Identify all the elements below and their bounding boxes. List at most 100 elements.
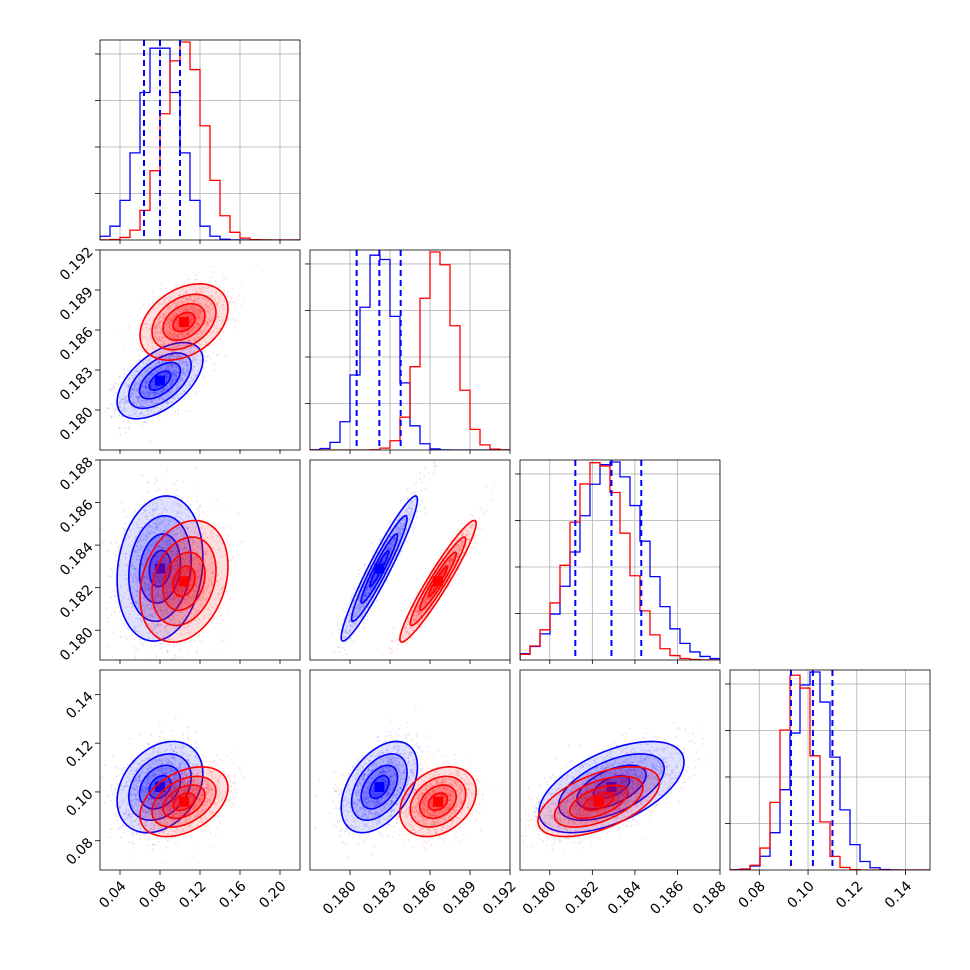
scatter-point <box>170 353 173 356</box>
scatter-point <box>171 372 174 375</box>
scatter-point <box>139 308 142 311</box>
scatter-point <box>148 654 151 657</box>
scatter-point <box>198 504 201 507</box>
scatter-point <box>175 340 178 343</box>
scatter-point <box>144 370 147 373</box>
scatter-point <box>170 657 173 660</box>
scatter-point <box>186 278 189 281</box>
scatter-point <box>176 480 179 482</box>
scatter-point <box>142 405 144 408</box>
scatter-point <box>172 364 175 367</box>
scatter-point <box>213 369 216 372</box>
scatter-point <box>132 342 135 345</box>
scatter-point <box>158 361 161 364</box>
scatter-point <box>133 412 136 415</box>
scatter-point <box>135 568 138 571</box>
scatter-point <box>218 328 221 331</box>
scatter-point <box>209 319 211 322</box>
scatter-point <box>154 387 157 390</box>
scatter-point <box>168 355 171 357</box>
scatter-point <box>153 365 156 368</box>
scatter-point <box>151 391 154 394</box>
scatter-point <box>176 333 179 336</box>
scatter-point <box>140 402 143 405</box>
scatter-point <box>146 409 148 412</box>
scatter-point <box>143 399 146 402</box>
scatter-point <box>172 373 175 376</box>
scatter-point <box>233 327 236 330</box>
scatter-point <box>151 391 154 394</box>
scatter-point <box>171 376 174 379</box>
scatter-point <box>165 364 168 367</box>
scatter-point <box>169 400 172 403</box>
scatter-point <box>135 389 138 392</box>
scatter-point <box>140 400 143 402</box>
scatter-point <box>137 396 140 399</box>
scatter-point <box>140 374 143 377</box>
scatter-point <box>157 392 160 395</box>
scatter-point <box>114 415 117 418</box>
scatter-point <box>134 382 136 385</box>
scatter-point <box>171 375 174 378</box>
scatter-point <box>134 380 137 383</box>
scatter-point <box>210 294 213 297</box>
scatter-point <box>174 372 177 375</box>
scatter-point <box>196 508 199 511</box>
scatter-point <box>179 378 182 380</box>
scatter-point <box>154 394 157 397</box>
scatter-point <box>152 381 155 384</box>
scatter-point <box>173 398 176 400</box>
scatter-point <box>169 384 172 387</box>
scatter-point <box>123 373 126 376</box>
scatter-point <box>186 360 189 363</box>
scatter-point <box>185 384 188 387</box>
scatter-point <box>116 542 119 545</box>
scatter-point <box>122 532 125 535</box>
scatter-point <box>206 310 209 313</box>
scatter-point <box>118 544 121 547</box>
scatter-point <box>177 408 179 411</box>
scatter-point <box>109 403 112 406</box>
scatter-point <box>149 440 152 443</box>
scatter-point <box>213 363 216 366</box>
scatter-point <box>111 417 114 420</box>
scatter-point <box>181 306 184 309</box>
scatter-point <box>191 671 193 673</box>
scatter-point <box>186 363 189 366</box>
scatter-point <box>165 356 168 359</box>
scatter-point <box>185 352 188 355</box>
scatter-point <box>192 355 195 358</box>
scatter-point <box>149 401 152 404</box>
scatter-point <box>186 369 189 372</box>
scatter-point <box>155 392 158 395</box>
scatter-point <box>170 383 173 386</box>
scatter-point <box>137 397 140 400</box>
scatter-point <box>156 402 159 404</box>
scatter-point <box>122 367 125 370</box>
scatter-point <box>161 396 164 399</box>
scatter-point <box>180 327 183 330</box>
scatter-point <box>186 363 189 366</box>
scatter-point <box>182 480 184 483</box>
scatter-point <box>190 345 193 348</box>
scatter-point <box>170 364 173 367</box>
scatter-point <box>171 373 174 376</box>
scatter-point <box>166 372 169 375</box>
scatter-point <box>188 367 191 370</box>
scatter-point <box>177 294 180 297</box>
scatter-point <box>171 319 174 322</box>
scatter-point <box>120 398 122 401</box>
scatter-point <box>196 316 199 319</box>
scatter-point <box>202 367 205 370</box>
panel-2-0 <box>99 459 301 673</box>
scatter-point <box>160 366 163 368</box>
scatter-point <box>184 363 187 366</box>
scatter-point <box>196 358 199 361</box>
scatter-point <box>166 372 169 375</box>
scatter-point <box>133 510 136 513</box>
scatter-point <box>163 298 166 301</box>
scatter-point <box>134 334 137 337</box>
scatter-point <box>173 370 176 373</box>
scatter-point <box>131 393 134 396</box>
scatter-point <box>224 277 227 280</box>
